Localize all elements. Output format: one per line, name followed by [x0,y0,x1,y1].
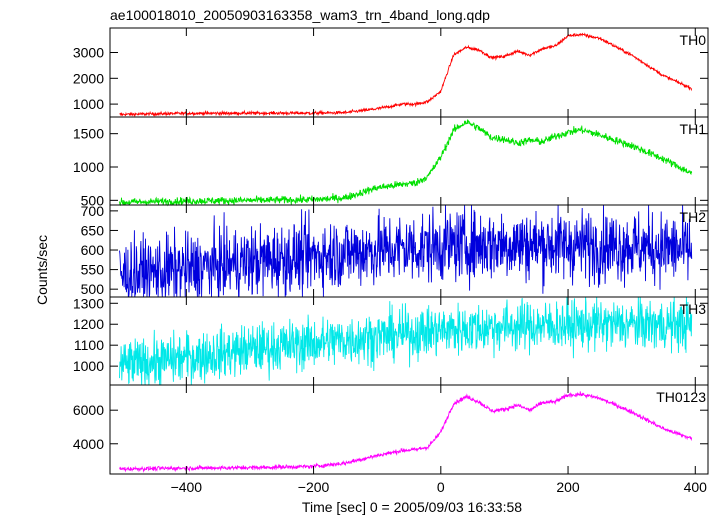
y-tick-label: 500 [81,281,105,297]
series-line-th1 [119,119,693,207]
y-tick-label: 6000 [73,402,104,418]
y-axis-label: Counts/sec [34,235,50,305]
series-line-th0123 [119,391,693,473]
y-tick-label: 1000 [73,358,104,374]
x-axis: −400 −200 0 200 400 [171,479,708,495]
series-name-th0123: TH0123 [656,389,706,405]
y-tick-label: 4000 [73,436,104,452]
y-tick-label: 500 [81,192,105,208]
panels: 1000 2000 3000 TH0 500 1000 1500 TH1 500 550 600 65… [73,27,709,475]
panel-frame [109,27,709,118]
y-tick-label: 550 [81,262,105,278]
panel-th3: 1000 1100 1200 1300 TH3 [73,295,709,386]
y-tick-label: 600 [81,242,105,258]
series-name-th0: TH0 [680,32,707,48]
x-tick-label: −400 [171,479,203,495]
x-tick-label: 0 [437,479,445,495]
series-name-th2: TH2 [680,209,707,225]
x-tick-label: −200 [298,479,330,495]
panel-frame [109,384,709,475]
series-line-th3 [119,296,693,386]
x-tick-label: 400 [684,479,708,495]
y-tick-label: 1500 [73,126,104,142]
chart-title: ae100018010_20050903163358_wam3_trn_4ban… [110,7,490,23]
y-tick-label: 1000 [73,159,104,175]
panel-th2: 500 550 600 650 700 TH2 [81,203,709,298]
panel-th0: 1000 2000 3000 TH0 [73,27,709,118]
y-tick-label: 650 [81,222,105,238]
y-tick-label: 3000 [73,45,104,61]
panel-th0123: 4000 6000 TH0123 [73,384,709,475]
series-line-th0 [119,32,693,117]
series-name-th1: TH1 [680,121,707,137]
y-tick-label: 1100 [74,337,104,353]
panel-frame [109,116,709,206]
y-tick-label: 2000 [73,70,104,86]
y-tick-label: 1300 [73,295,104,311]
x-tick-label: 200 [556,479,580,495]
x-axis-label: Time [sec] 0 = 2005/09/03 16:33:58 [302,499,522,515]
series-name-th3: TH3 [680,301,707,317]
y-tick-label: 1000 [73,96,104,112]
y-tick-label: 1200 [73,316,104,332]
panel-th1: 500 1000 1500 TH1 [73,116,709,208]
y-tick-label: 700 [81,203,105,219]
series-line-th2 [119,204,693,298]
